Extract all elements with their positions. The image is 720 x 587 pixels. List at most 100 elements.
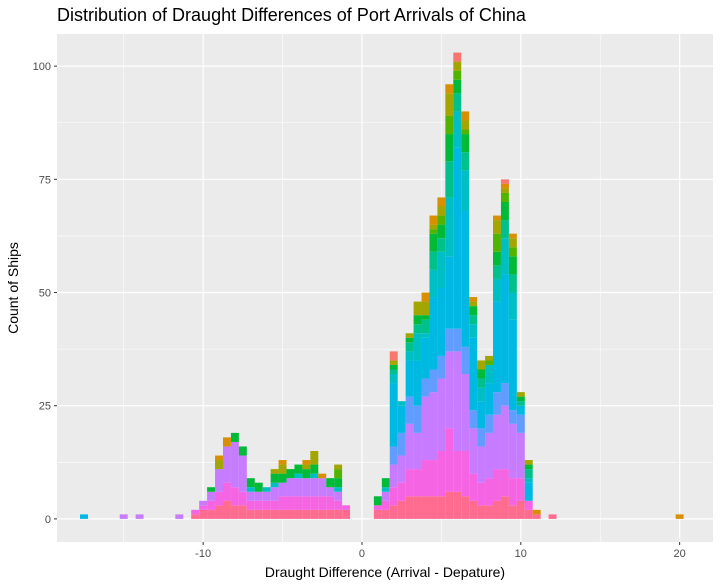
bar-segment [413,469,422,497]
bar-segment [500,238,509,275]
histogram-bin [278,460,287,519]
bar-segment [397,500,406,519]
bar-segment [461,496,470,519]
bar-segment [469,306,478,316]
bar-segment [461,134,470,153]
x-axis: -10 0 10 20 [195,542,686,560]
bar-segment [199,509,208,519]
bar-segment [437,496,446,519]
histogram-bars [80,52,684,519]
bar-segment [397,482,406,501]
bar-segment [254,509,263,519]
bar-segment [278,509,287,519]
x-tick-label: 20 [674,548,686,560]
bar-segment [199,500,208,506]
bar-segment [469,428,478,474]
bar-segment [334,500,343,510]
histogram-bin [493,215,501,519]
bar-segment [413,333,422,361]
bar-segment [381,478,390,488]
bar-segment [254,500,263,510]
histogram-bin [318,473,327,519]
bar-segment [508,256,517,275]
bar-segment [318,509,327,519]
bar-segment [302,469,311,479]
bar-segment [485,383,494,415]
bar-segment [222,500,231,519]
bar-segment [461,111,470,121]
bar-segment [524,500,533,510]
bar-segment [493,469,501,501]
bar-segment [421,460,430,497]
bar-segment [493,251,501,266]
bar-segment [207,491,216,501]
bar-segment [461,170,470,212]
bar-segment [485,364,494,384]
bar-segment [191,509,200,515]
histogram-bin [294,464,303,519]
bar-segment [421,337,430,379]
bar-segment [270,500,279,510]
histogram-bin [342,505,351,519]
bar-segment [389,446,398,465]
bar-segment [397,432,406,456]
histogram-bin [135,514,144,519]
bar-segment [342,505,351,510]
bar-segment [453,79,462,94]
bar-segment [230,487,239,506]
bar-segment [246,509,255,519]
bar-segment [119,514,128,519]
histogram-bin [397,401,406,519]
bar-segment [516,500,525,519]
bar-segment [477,387,486,402]
y-tick-label: 75 [39,174,51,186]
bar-segment [500,201,509,221]
bar-segment [222,446,231,483]
bar-segment [286,496,295,510]
bar-segment [469,410,478,429]
bar-segment [310,450,319,465]
histogram-bin [286,469,295,519]
bar-segment [508,319,517,411]
bar-segment [469,315,478,325]
bar-segment [246,491,255,501]
y-tick-label: 100 [33,61,51,73]
bar-segment [278,460,287,465]
bar-segment [215,491,223,506]
bar-segment [262,487,271,492]
bar-segment [445,197,454,257]
bar-segment [405,342,414,352]
bar-segment [429,229,438,234]
bar-segment [477,378,486,388]
bar-segment [548,514,557,519]
bar-segment [500,469,509,497]
bar-segment [278,496,287,510]
bar-segment [405,396,414,424]
bar-segment [191,514,200,519]
bar-segment [461,120,470,130]
histogram-bin [254,482,263,519]
bar-segment [469,337,478,411]
bar-segment [477,505,486,519]
bar-segment [445,84,454,94]
bar-segment [461,152,470,171]
bar-segment [310,473,319,479]
bar-segment [675,514,684,519]
bar-segment [437,215,446,225]
bar-segment [246,478,255,488]
bar-segment [524,469,533,479]
bar-segment [413,301,422,316]
bar-segment [429,496,438,519]
bar-segment [238,455,247,492]
histogram-bin [270,469,279,519]
bar-segment [302,464,311,470]
bar-segment [270,469,279,474]
histogram-bin [516,392,525,519]
histogram-bin [675,514,684,519]
bar-segment [270,473,279,483]
bar-segment [453,491,462,519]
bar-segment [524,509,533,519]
histogram-bin [238,446,247,519]
bar-segment [389,383,398,447]
bar-segment [437,197,446,207]
